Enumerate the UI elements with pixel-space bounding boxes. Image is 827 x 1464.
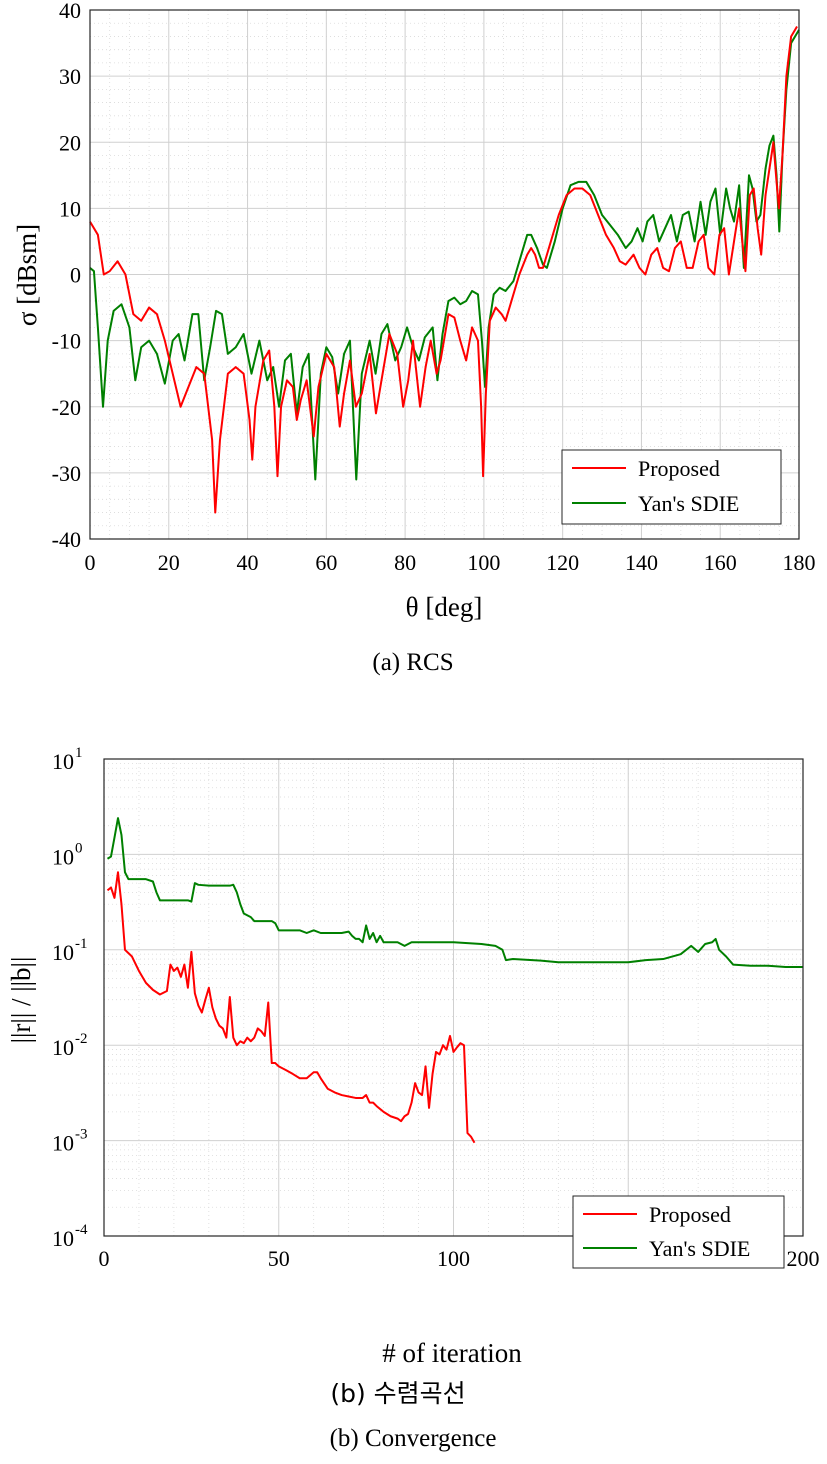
rcs-x-tick-label: 40	[237, 550, 259, 575]
convergence-series	[106, 817, 803, 1144]
convergence-y-tick-label: 10	[52, 749, 74, 774]
rcs-x-tick-label: 180	[783, 550, 816, 575]
convergence-y-tick-label: 10	[52, 1226, 74, 1251]
convergence-x-axis-label: # of iteration	[382, 1338, 522, 1368]
convergence-y-tick-label: 10	[52, 1131, 74, 1156]
convergence-y-tick-label: 10	[52, 844, 74, 869]
convergence-y-axis-label: ||r|| / ||b||	[6, 957, 36, 1044]
rcs-x-tick-label: 120	[546, 550, 579, 575]
convergence-legend: Proposed Yan's SDIE	[572, 1195, 785, 1269]
rcs-legend-box	[561, 449, 782, 525]
rcs-legend-label-proposed: Proposed	[638, 456, 720, 481]
convergence-x-tick-label: 50	[268, 1246, 290, 1271]
rcs-series-line-yan-sdie	[89, 29, 800, 481]
convergence-axes-box	[103, 758, 804, 1237]
rcs-tick-labels: 0 20 40 60 80 100 120 140 160 180 -40 -30 -20 -10 0 10 2…	[52, 0, 816, 575]
convergence-series-line-proposed	[106, 871, 476, 1144]
rcs-x-tick-label: 0	[85, 550, 96, 575]
rcs-series	[89, 26, 800, 514]
rcs-x-tick-label: 140	[625, 550, 658, 575]
rcs-y-tick-label: 0	[70, 263, 81, 288]
convergence-y-tick-exponent: -4	[75, 1222, 88, 1238]
convergence-minor-grid	[104, 759, 803, 1236]
convergence-y-tick-exponent: -3	[75, 1127, 88, 1143]
chart-rcs: 0 20 40 60 80 100 120 140 160 180 -40 -30 -20 -10 0 10 2…	[12, 0, 816, 676]
rcs-series-line-proposed	[89, 26, 798, 514]
rcs-y-tick-label: 10	[59, 196, 81, 221]
convergence-y-tick-exponent: -2	[75, 1031, 88, 1047]
rcs-x-tick-label: 100	[467, 550, 500, 575]
rcs-x-tick-label: 20	[158, 550, 180, 575]
rcs-y-axis-label: σ [dBsm]	[12, 224, 42, 326]
convergence-series-line-yan-sdie	[106, 817, 803, 969]
rcs-y-tick-label: 30	[59, 64, 81, 89]
rcs-x-tick-label: 80	[394, 550, 416, 575]
rcs-caption: (a) RCS	[372, 649, 453, 676]
rcs-axes-box	[89, 9, 800, 540]
convergence-legend-box	[572, 1195, 785, 1269]
rcs-legend-label-yan: Yan's SDIE	[638, 491, 739, 516]
rcs-y-tick-label: -40	[52, 527, 81, 552]
convergence-legend-label-yan: Yan's SDIE	[649, 1236, 750, 1261]
rcs-x-axis-label: θ [deg]	[406, 592, 483, 622]
rcs-y-tick-label: -20	[52, 395, 81, 420]
convergence-y-tick-label: 10	[52, 940, 74, 965]
convergence-legend-label-proposed: Proposed	[649, 1202, 731, 1227]
rcs-x-tick-label: 160	[704, 550, 737, 575]
convergence-x-tick-label: 0	[99, 1246, 110, 1271]
rcs-y-tick-label: 40	[59, 0, 81, 23]
convergence-caption: (b) Convergence	[330, 1425, 497, 1452]
convergence-x-tick-label: 200	[787, 1246, 820, 1271]
rcs-y-tick-label: 20	[59, 130, 81, 155]
convergence-y-tick-exponent: 1	[75, 745, 83, 761]
convergence-caption-korean: (b) 수렴곡선	[330, 1379, 465, 1408]
chart-convergence: 05010015020010110010-110-210-310-4 # of …	[6, 745, 820, 1452]
convergence-x-tick-label: 100	[437, 1246, 470, 1271]
rcs-x-tick-label: 60	[315, 550, 337, 575]
convergence-y-tick-exponent: -1	[75, 936, 88, 952]
rcs-y-tick-label: -30	[52, 461, 81, 486]
convergence-y-tick-exponent: 0	[75, 840, 83, 856]
rcs-legend: Proposed Yan's SDIE	[561, 449, 782, 525]
rcs-y-tick-label: -10	[52, 329, 81, 354]
convergence-y-tick-label: 10	[52, 1035, 74, 1060]
